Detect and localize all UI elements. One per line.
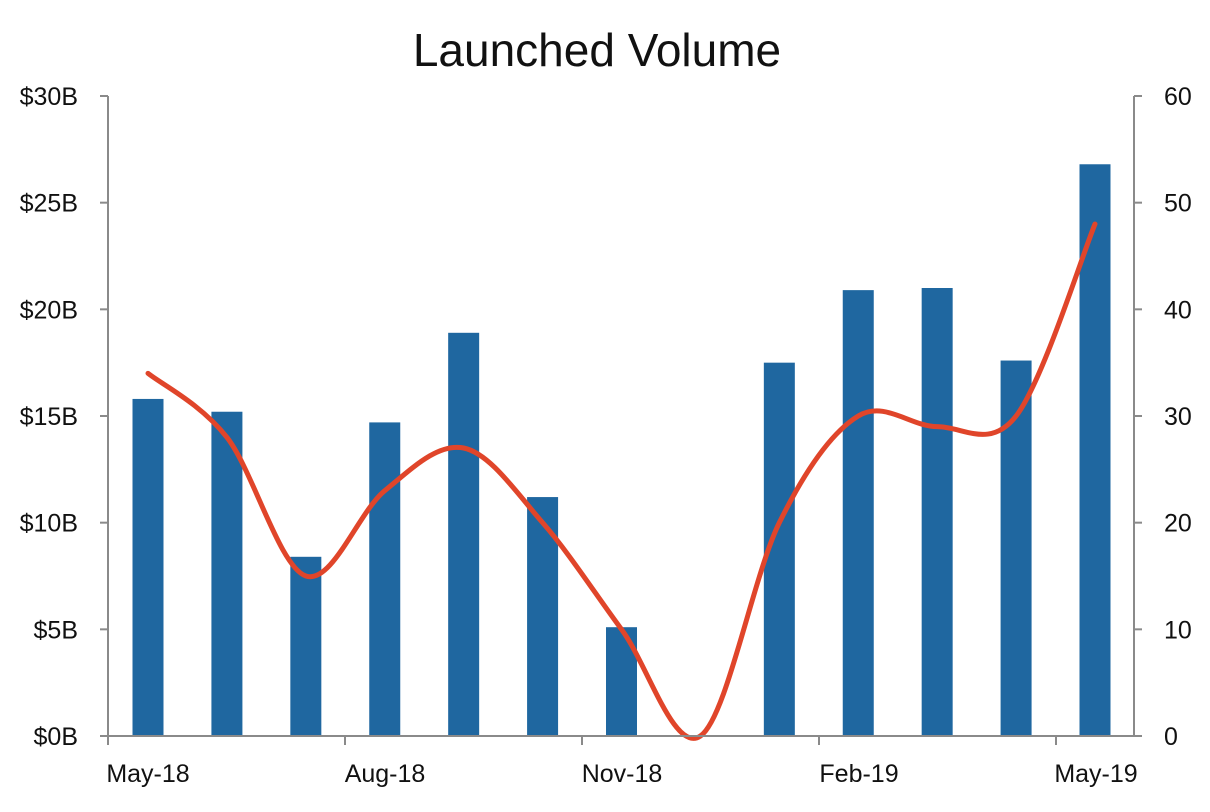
left-y-tick-label: $5B	[34, 616, 78, 644]
right-y-tick-label: 0	[1164, 723, 1178, 751]
left-y-tick-label: $25B	[20, 190, 78, 218]
bar-jul-18	[290, 556, 322, 736]
bar-mar-19	[921, 288, 953, 736]
bar-may-18	[132, 398, 164, 736]
bar-apr-19	[1000, 360, 1032, 736]
bar-aug-18	[369, 422, 401, 736]
right-y-axis: 0 10 20 30 40 50 60	[1134, 83, 1192, 751]
right-y-tick-label: 60	[1164, 83, 1192, 111]
left-y-axis: $0B $5B $10B $15B $20B $25B $30B	[20, 83, 108, 751]
left-y-tick-label: $0B	[34, 723, 78, 751]
right-y-tick-label: 10	[1164, 616, 1192, 644]
x-tick-label: May-19	[1054, 760, 1137, 788]
bar-jun-18	[211, 411, 243, 736]
left-y-tick-label: $30B	[20, 83, 78, 111]
bar-series	[132, 164, 1111, 736]
line-series	[145, 221, 1098, 741]
bar-may-19	[1079, 164, 1111, 736]
right-y-tick-label: 50	[1164, 190, 1192, 218]
x-tick-label: Nov-18	[582, 760, 663, 788]
left-y-tick-label: $10B	[20, 510, 78, 538]
line-series-group	[145, 221, 1098, 741]
right-y-tick-label: 20	[1164, 510, 1192, 538]
x-tick-label: May-18	[106, 760, 189, 788]
bar-sep-18	[448, 332, 480, 736]
x-tick-label: Aug-18	[345, 760, 426, 788]
right-y-tick-label: 30	[1164, 403, 1192, 431]
x-tick-label: Feb-19	[819, 760, 898, 788]
right-y-tick-label: 40	[1164, 296, 1192, 324]
bar-feb-19	[842, 290, 874, 736]
chart-title: Launched Volume	[413, 24, 781, 76]
left-y-tick-label: $15B	[20, 403, 78, 431]
x-axis: May-18 Aug-18 Nov-18 Feb-19 May-19	[106, 736, 1138, 788]
left-y-tick-label: $20B	[20, 296, 78, 324]
